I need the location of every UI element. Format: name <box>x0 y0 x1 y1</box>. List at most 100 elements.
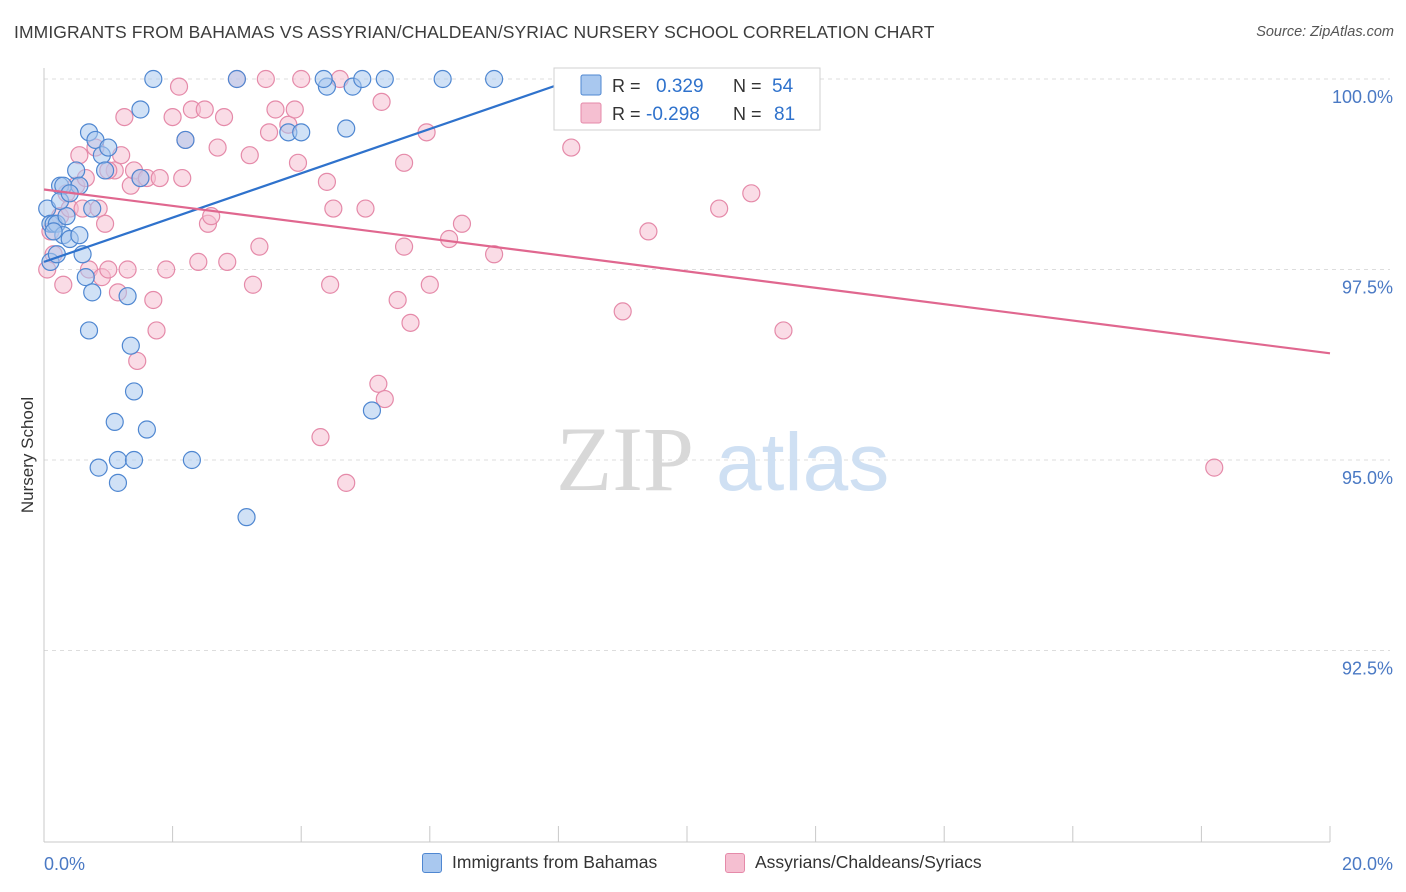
point-assyrians <box>337 473 356 492</box>
point-bahamas <box>105 412 124 431</box>
point-bahamas <box>124 382 144 401</box>
legend-label-bahamas: Immigrants from Bahamas <box>452 852 658 872</box>
point-bahamas <box>99 138 118 157</box>
legend-item-assyrians[interactable]: Assyrians/Chaldeans/Syriacs <box>725 852 982 873</box>
point-assyrians <box>128 351 147 371</box>
point-assyrians <box>259 123 279 142</box>
point-assyrians <box>321 275 340 294</box>
point-assyrians <box>288 153 308 172</box>
point-assyrians <box>266 100 285 119</box>
stats-r-label-pink: R = <box>612 104 641 124</box>
stats-r-label-blue: R = <box>612 76 641 96</box>
point-assyrians <box>372 92 391 111</box>
point-bahamas <box>375 69 394 89</box>
point-assyrians <box>54 275 73 294</box>
y-tick-label: 92.5% <box>1342 659 1393 679</box>
stats-legend: R = 0.329 N = 54 R = -0.298 N = 81 <box>553 67 821 131</box>
chart-title: IMMIGRANTS FROM BAHAMAS VS ASSYRIAN/CHAL… <box>14 22 935 42</box>
watermark-atlas: atlas <box>716 417 889 508</box>
point-assyrians <box>388 290 407 310</box>
point-bahamas <box>314 69 333 89</box>
point-assyrians <box>452 214 472 233</box>
point-assyrians <box>292 69 311 89</box>
point-bahamas <box>337 119 356 138</box>
point-bahamas <box>83 199 102 218</box>
point-assyrians <box>562 138 581 157</box>
stats-legend-swatch-pink <box>580 102 602 124</box>
point-bahamas <box>118 287 137 306</box>
point-assyrians <box>394 237 414 256</box>
point-assyrians <box>157 260 176 279</box>
legend-item-bahamas[interactable]: Immigrants from Bahamas <box>422 852 657 873</box>
point-assyrians <box>774 321 793 340</box>
point-assyrians <box>317 172 337 191</box>
stats-legend-swatch-blue <box>580 74 602 96</box>
point-assyrians <box>169 77 189 96</box>
legend-swatch-pink <box>725 852 745 873</box>
point-bahamas <box>70 226 89 245</box>
point-assyrians <box>250 237 269 256</box>
point-bahamas <box>44 222 63 241</box>
point-assyrians <box>173 168 192 188</box>
x-tick-label: 0.0% <box>44 854 85 874</box>
axes <box>43 68 1331 843</box>
stats-r-value-blue: 0.329 <box>656 76 704 97</box>
point-assyrians <box>394 153 414 172</box>
watermark-zip: ZIP <box>556 408 694 510</box>
point-bahamas <box>292 123 311 142</box>
gridlines <box>44 78 1390 651</box>
series-legend: Immigrants from Bahamas Assyrians/Chalde… <box>0 852 1406 878</box>
point-assyrians <box>311 428 330 447</box>
stats-n-label-pink: N = <box>733 104 762 124</box>
point-assyrians <box>195 100 214 119</box>
point-bahamas <box>131 168 150 188</box>
point-assyrians <box>439 229 459 249</box>
point-assyrians <box>356 199 375 218</box>
point-bahamas <box>131 100 150 119</box>
watermark: ZIP atlas <box>556 408 889 510</box>
point-assyrians <box>420 275 439 294</box>
trendline-assyrians <box>43 188 1331 355</box>
point-bahamas <box>67 161 86 180</box>
point-bahamas <box>137 420 156 439</box>
point-bahamas <box>237 508 256 527</box>
point-bahamas <box>83 283 102 302</box>
point-assyrians <box>218 252 237 271</box>
point-assyrians <box>144 290 163 310</box>
point-assyrians <box>639 222 658 241</box>
point-assyrians <box>613 302 632 321</box>
point-assyrians <box>1205 458 1224 477</box>
point-assyrians <box>150 168 169 188</box>
point-assyrians <box>240 146 259 165</box>
point-assyrians <box>375 389 394 409</box>
point-assyrians <box>147 321 166 340</box>
point-assyrians <box>189 252 208 271</box>
y-tick-label: 100.0% <box>1332 87 1393 107</box>
point-assyrians <box>401 313 420 332</box>
point-assyrians <box>208 138 227 157</box>
point-bahamas <box>95 161 115 180</box>
point-bahamas <box>89 458 108 477</box>
point-bahamas <box>108 473 128 492</box>
point-bahamas <box>176 130 195 150</box>
stats-n-value-blue: 54 <box>772 76 794 97</box>
point-bahamas <box>79 321 99 340</box>
point-assyrians <box>742 184 761 203</box>
point-assyrians <box>285 100 304 119</box>
stats-r-value-pink: -0.298 <box>646 104 700 125</box>
stats-n-value-pink: 81 <box>774 104 795 125</box>
point-assyrians <box>115 107 134 127</box>
point-bahamas <box>76 268 95 287</box>
point-bahamas <box>182 450 201 470</box>
point-bahamas <box>108 450 128 470</box>
point-bahamas <box>144 69 163 89</box>
legend-label-assyrians: Assyrians/Chaldeans/Syriacs <box>755 852 982 872</box>
point-assyrians <box>70 146 89 165</box>
point-assyrians <box>118 260 137 279</box>
point-assyrians <box>163 107 182 127</box>
y-tick-label: 97.5% <box>1342 278 1393 298</box>
point-bahamas <box>57 207 76 226</box>
point-bahamas <box>227 69 246 89</box>
y-tick-label: 95.0% <box>1342 468 1393 488</box>
point-assyrians <box>214 107 234 127</box>
